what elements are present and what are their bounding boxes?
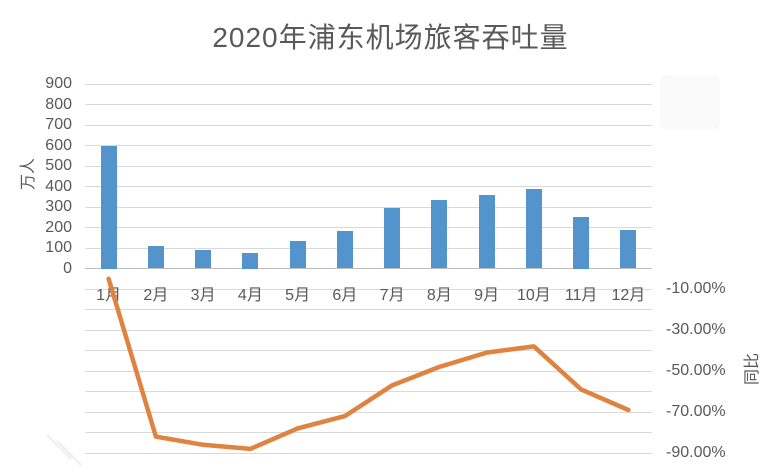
gridline: [85, 165, 652, 167]
gridline: [85, 206, 652, 208]
left-axis-tick-label: 600: [45, 136, 72, 154]
gridline: [85, 370, 652, 372]
gridline: [85, 145, 652, 146]
month-label: 2月: [143, 287, 169, 304]
month-label: 11月: [564, 287, 598, 304]
month-label: 10月: [516, 287, 551, 304]
month-label: 3月: [190, 287, 216, 304]
passenger-bar: [289, 240, 306, 269]
faint-watermark-slash: [56, 440, 82, 466]
left-axis-tick-label: 900: [45, 75, 72, 92]
right-axis-tick-label: -10.00%: [666, 280, 726, 297]
right-axis-tick-label: -90.00%: [666, 444, 726, 461]
gridline: [85, 432, 652, 433]
month-label: 4月: [237, 287, 263, 304]
left-axis-tick-label: 100: [45, 239, 72, 256]
category-axis-line: [85, 268, 652, 269]
right-axis-title: 同比: [744, 353, 761, 386]
passenger-bar: [478, 194, 495, 269]
right-axis-tick-label: -30.00%: [666, 321, 726, 338]
faint-watermark-slash: [46, 434, 72, 460]
gridline: [85, 329, 652, 331]
left-axis-tick-label: 300: [45, 198, 72, 215]
passenger-bar: [336, 230, 353, 269]
left-axis-tick-label: 200: [45, 218, 72, 236]
month-label: 5月: [285, 287, 311, 304]
gridline: [85, 350, 652, 351]
passenger-bar: [195, 250, 212, 269]
right-axis-tick-label: -50.00%: [666, 362, 726, 379]
passenger-bar: [100, 145, 117, 269]
left-axis-tick-label: 700: [45, 116, 72, 133]
passenger-bar: [431, 199, 448, 269]
left-axis-tick-label: 400: [45, 177, 72, 195]
left-axis-tick-label: 500: [45, 157, 72, 174]
left-axis-tick-label: 800: [45, 95, 72, 113]
passenger-bar: [573, 217, 590, 269]
faint-watermark: [660, 75, 720, 130]
gridline: [85, 104, 652, 105]
gridline: [85, 186, 652, 187]
passenger-bar: [525, 188, 542, 269]
passenger-bar: [147, 245, 164, 269]
gridline: [85, 411, 652, 413]
passenger-bar: [242, 253, 259, 269]
gridline: [85, 83, 652, 85]
gridline: [85, 124, 652, 126]
month-label: 7月: [379, 287, 405, 304]
gridline: [85, 391, 652, 392]
passenger-bar: [620, 229, 637, 269]
month-label: 6月: [332, 287, 358, 304]
gridline: [85, 227, 652, 228]
left-axis-tick-label: 0: [63, 259, 72, 277]
gridline: [85, 247, 652, 249]
right-axis-tick-label: -70.00%: [666, 403, 726, 420]
chart-title: 2020年浦东机场旅客吞吐量: [212, 22, 569, 53]
gridline: [85, 452, 652, 454]
month-label: 1月: [96, 287, 122, 304]
month-label: 8月: [426, 287, 452, 304]
gridline: [85, 309, 652, 310]
month-label: 9月: [474, 287, 500, 304]
month-label: 12月: [611, 287, 646, 304]
passenger-bar: [384, 208, 401, 269]
